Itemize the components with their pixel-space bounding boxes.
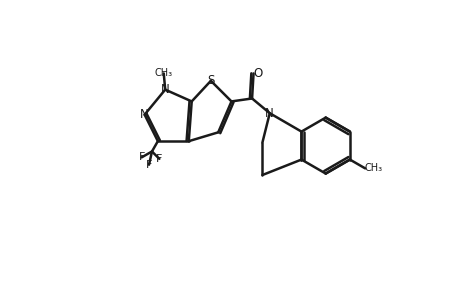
Text: S: S: [207, 74, 214, 87]
Text: N: N: [140, 108, 149, 121]
Text: N: N: [161, 83, 169, 96]
Text: CH₃: CH₃: [364, 164, 382, 173]
Text: F: F: [146, 160, 152, 170]
Text: CH₃: CH₃: [154, 68, 173, 78]
Text: N: N: [265, 107, 274, 120]
Text: O: O: [253, 67, 262, 80]
Text: F: F: [156, 154, 162, 164]
Text: F: F: [138, 152, 145, 162]
